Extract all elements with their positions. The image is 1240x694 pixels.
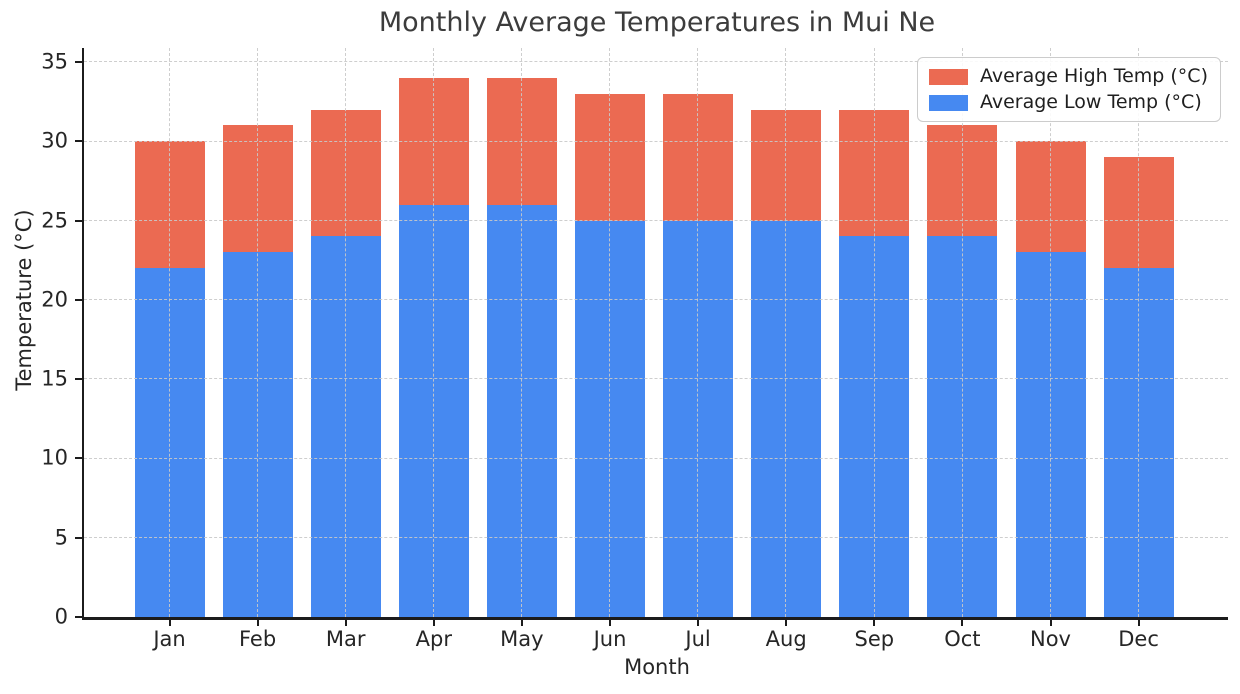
x-tick-mark-jan: [168, 617, 171, 626]
y-tick-mark-10: [75, 457, 84, 460]
y-axis-spine: [81, 48, 84, 620]
x-axis-label: Month: [624, 655, 690, 679]
vertical-gridline-apr: [433, 48, 435, 617]
x-tick-label-nov: Nov: [1030, 627, 1071, 651]
vertical-gridline-oct: [961, 48, 963, 617]
legend-item-high-temp: Average High Temp (°C): [928, 65, 1208, 87]
x-tick-mark-feb: [256, 617, 259, 626]
y-tick-mark-15: [75, 378, 84, 381]
x-tick-mark-mar: [344, 617, 347, 626]
y-tick-label-0: 0: [54, 604, 68, 629]
horizontal-gridline-10: [84, 457, 1228, 459]
vertical-gridline-aug: [785, 48, 787, 617]
x-tick-mark-jul: [697, 617, 700, 626]
y-tick-mark-0: [75, 616, 84, 618]
y-tick-label-10: 10: [41, 445, 68, 470]
vertical-gridline-sep: [873, 48, 875, 617]
x-tick-mark-dec: [1137, 617, 1140, 626]
x-tick-label-jan: Jan: [153, 627, 186, 651]
chart-title: Monthly Average Temperatures in Mui Ne: [378, 7, 936, 38]
x-tick-label-jun: Jun: [593, 627, 627, 651]
horizontal-gridline-30: [84, 140, 1228, 142]
vertical-gridline-may: [521, 48, 523, 617]
horizontal-gridline-25: [84, 219, 1228, 221]
y-tick-label-25: 25: [41, 207, 68, 232]
y-tick-mark-5: [75, 536, 84, 539]
legend-swatch-low-temp: [928, 94, 968, 111]
legend-swatch-high-temp: [928, 68, 968, 85]
vertical-gridline-jun: [609, 48, 611, 617]
x-tick-mark-nov: [1049, 617, 1052, 626]
vertical-gridline-jan: [168, 48, 170, 617]
horizontal-gridline-20: [84, 299, 1228, 301]
x-tick-label-oct: Oct: [944, 627, 981, 651]
x-axis-spine: [81, 617, 1228, 620]
x-tick-label-aug: Aug: [765, 627, 807, 651]
x-tick-mark-aug: [785, 617, 788, 626]
vertical-gridline-feb: [256, 48, 258, 617]
plot-area: Average High Temp (°C) Average Low Temp …: [41, 48, 1228, 651]
legend: Average High Temp (°C) Average Low Temp …: [916, 57, 1221, 122]
x-tick-mark-sep: [873, 617, 876, 626]
legend-label-low-temp: Average Low Temp (°C): [979, 91, 1202, 113]
vertical-gridline-mar: [344, 48, 346, 617]
x-tick-label-may: May: [500, 627, 544, 651]
y-tick-label-35: 35: [41, 49, 68, 74]
y-tick-label-30: 30: [41, 128, 68, 153]
y-tick-mark-30: [75, 140, 84, 143]
x-tick-label-apr: Apr: [415, 627, 452, 651]
vertical-gridline-dec: [1137, 48, 1139, 617]
x-tick-label-sep: Sep: [854, 627, 895, 651]
y-tick-mark-20: [75, 298, 84, 301]
vertical-gridline-nov: [1049, 48, 1051, 617]
x-tick-label-dec: Dec: [1118, 627, 1159, 651]
legend-label-high-temp: Average High Temp (°C): [979, 65, 1208, 87]
y-tick-mark-25: [75, 219, 84, 222]
x-tick-mark-may: [520, 617, 523, 626]
x-tick-label-mar: Mar: [325, 627, 366, 651]
vertical-gridline-jul: [697, 48, 699, 617]
horizontal-gridline-5: [84, 536, 1228, 538]
x-tick-label-jul: Jul: [685, 627, 711, 651]
x-tick-mark-jun: [609, 617, 611, 626]
horizontal-gridline-15: [84, 378, 1228, 380]
horizontal-gridline-35: [84, 61, 1228, 63]
y-tick-label-20: 20: [41, 287, 68, 312]
x-tick-mark-apr: [432, 617, 435, 626]
y-tick-mark-35: [75, 61, 84, 63]
legend-item-low-temp: Average Low Temp (°C): [928, 91, 1208, 113]
y-tick-label-15: 15: [41, 366, 68, 391]
x-tick-mark-oct: [961, 617, 964, 626]
x-tick-label-feb: Feb: [239, 627, 277, 651]
y-tick-label-5: 5: [54, 524, 68, 549]
